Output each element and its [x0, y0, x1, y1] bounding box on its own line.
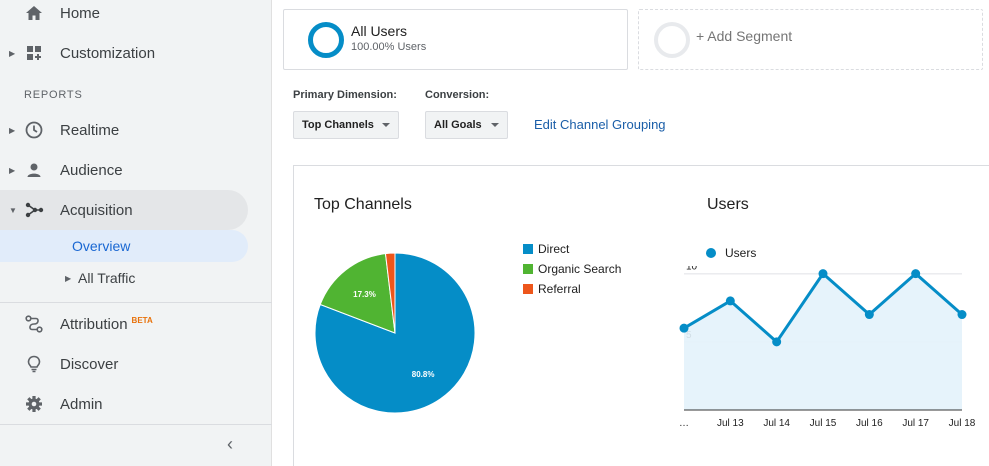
users-data-point — [864, 310, 874, 320]
legend-swatch — [523, 284, 533, 294]
y-tick-label: 10 — [686, 266, 698, 273]
add-segment-label: + Add Segment — [696, 28, 793, 44]
legend-label: Direct — [538, 242, 570, 256]
users-data-point — [772, 337, 782, 347]
add-segment-button[interactable]: + Add Segment — [638, 9, 983, 70]
caret-right-icon: ▶ — [65, 273, 72, 283]
dropdown-value: Top Channels — [302, 119, 374, 131]
sidebar-item-admin[interactable]: Admin — [0, 384, 248, 424]
sidebar-item-home[interactable]: Home — [0, 0, 248, 33]
dropdown-value: All Goals — [434, 119, 482, 131]
x-tick-label: Jul 15 — [810, 418, 837, 429]
sidebar-item-label: Acquisition — [60, 201, 133, 219]
clock-icon — [25, 121, 43, 139]
sidebar-item-label: Realtime — [60, 121, 120, 139]
segment-ring-icon — [308, 22, 344, 58]
sidebar-item-label: Admin — [60, 395, 103, 413]
pie-data-label: 17.3% — [353, 290, 376, 299]
card-title: Users — [707, 196, 749, 213]
legend-item-users[interactable]: Users — [706, 246, 756, 260]
users-data-point — [818, 269, 828, 279]
sidebar-item-attribution[interactable]: Attribution BETA — [0, 304, 248, 344]
x-tick-label: Jul 16 — [856, 418, 883, 429]
sidebar-item-overview[interactable]: Overview — [0, 230, 248, 262]
person-icon — [27, 163, 41, 177]
divider — [0, 424, 272, 425]
sidebar: Home ▶ Customization REPORTS ▶ Realtime … — [0, 0, 272, 466]
sidebar-item-audience[interactable]: ▶ Audience — [0, 150, 248, 190]
dashboard-icon — [27, 46, 41, 60]
x-tick-label: … — [679, 418, 689, 429]
x-tick-label: Jul 17 — [902, 418, 929, 429]
pie-chart: 80.8% 17.3% — [314, 252, 476, 414]
primary-dimension-label: Primary Dimension: — [293, 89, 397, 101]
attribution-label: Attribution — [60, 315, 128, 333]
chevron-down-icon — [491, 123, 499, 127]
users-data-point — [725, 296, 735, 306]
card-title: Top Channels — [314, 196, 412, 213]
segment-ring-icon — [654, 22, 690, 58]
legend-label: Referral — [538, 282, 581, 296]
pie-data-label: 80.8% — [412, 370, 435, 379]
users-data-point — [957, 310, 967, 320]
sidebar-item-label: Attribution BETA — [60, 316, 153, 333]
home-icon — [26, 6, 42, 20]
x-tick-label: Jul 13 — [717, 418, 744, 429]
caret-right-icon: ▶ — [9, 125, 16, 135]
sidebar-item-label: All Traffic — [78, 270, 136, 286]
legend-item-referral[interactable]: Referral — [523, 281, 581, 297]
x-tick-label: Jul 18 — [949, 418, 976, 429]
divider — [0, 302, 272, 303]
pie-slice-organic-search — [319, 253, 396, 334]
caret-right-icon: ▶ — [9, 48, 16, 58]
sidebar-item-acquisition[interactable]: ▼ Acquisition — [0, 190, 248, 230]
conversion-label: Conversion: — [425, 89, 490, 101]
chevron-left-icon[interactable]: ‹ — [227, 434, 233, 454]
caret-down-icon: ▼ — [9, 205, 17, 215]
attribution-icon — [25, 315, 43, 333]
sidebar-item-label: Overview — [72, 238, 131, 254]
chevron-down-icon — [382, 123, 390, 127]
sidebar-item-realtime[interactable]: ▶ Realtime — [0, 110, 248, 150]
pie-slice-referral — [384, 252, 396, 334]
legend-swatch — [523, 244, 533, 254]
sidebar-item-label: Discover — [60, 355, 119, 373]
segment-subtitle: 100.00% Users — [351, 41, 427, 53]
beta-badge: BETA — [131, 315, 153, 325]
legend-swatch — [523, 264, 533, 274]
segment-all-users[interactable]: All Users 100.00% Users — [283, 9, 628, 70]
sidebar-item-label: Audience — [60, 161, 123, 179]
lightbulb-icon — [27, 355, 41, 373]
sidebar-item-all-traffic[interactable]: ▶ All Traffic — [0, 262, 248, 294]
acquisition-icon — [25, 202, 44, 218]
users-data-point — [679, 323, 689, 333]
legend-item-direct[interactable]: Direct — [523, 241, 569, 257]
primary-dimension-dropdown[interactable]: Top Channels — [293, 111, 399, 139]
users-area — [684, 273, 962, 410]
top-channels-card: Top Channels 80.8% 17.3% Direct Organic S… — [293, 165, 667, 466]
sidebar-item-label: Home — [60, 4, 101, 22]
legend-label: Users — [725, 246, 757, 260]
legend-dot — [706, 248, 716, 258]
users-data-point — [911, 269, 921, 279]
conversion-dropdown[interactable]: All Goals — [425, 111, 508, 139]
segment-title: All Users — [351, 23, 408, 39]
sidebar-item-customization[interactable]: ▶ Customization — [0, 33, 248, 73]
legend-item-organic-search[interactable]: Organic Search — [523, 261, 621, 277]
caret-right-icon: ▶ — [9, 165, 16, 175]
sidebar-item-label: Customization — [60, 44, 156, 62]
sidebar-item-discover[interactable]: Discover — [0, 344, 248, 384]
x-tick-label: Jul 14 — [763, 418, 790, 429]
legend-label: Organic Search — [538, 262, 622, 276]
section-heading-reports: REPORTS — [24, 89, 83, 101]
gear-icon — [26, 396, 42, 412]
edit-channel-grouping-link[interactable]: Edit Channel Grouping — [534, 117, 666, 132]
